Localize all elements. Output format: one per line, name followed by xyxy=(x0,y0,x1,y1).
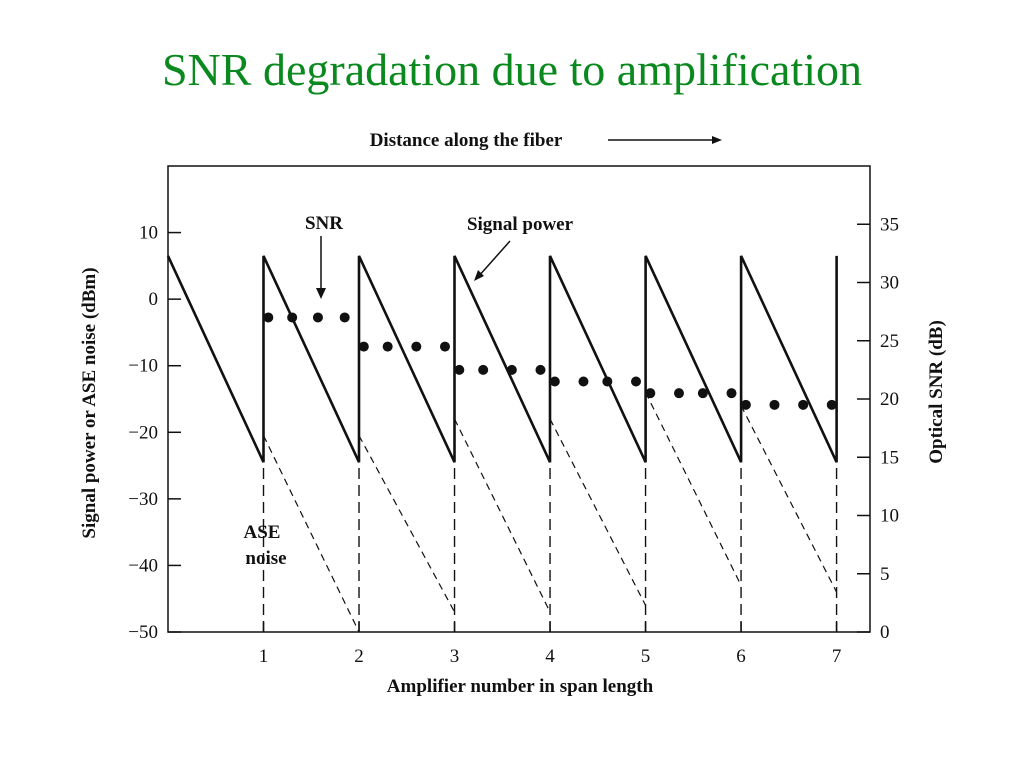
snr-point xyxy=(726,388,737,399)
x-axis-title: Amplifier number in span length xyxy=(387,676,654,697)
snr-point xyxy=(740,399,751,410)
snr-point xyxy=(382,341,393,352)
x-tick-label: 5 xyxy=(641,646,651,667)
right-axis-ticks: 35 30 25 20 15 10 5 0 xyxy=(857,214,899,643)
ase-noise-segment xyxy=(358,435,456,613)
snr-point xyxy=(798,399,809,410)
signal-power-line xyxy=(166,255,838,463)
snr-point xyxy=(411,341,422,352)
snr-point xyxy=(769,399,780,410)
snr-point xyxy=(454,364,465,375)
x-tick-label: 6 xyxy=(736,646,746,667)
left-axis-title: Signal power or ASE noise (dBm) xyxy=(79,267,100,538)
right-axis-title: Optical SNR (dB) xyxy=(926,320,947,464)
snr-point xyxy=(358,341,369,352)
snr-point xyxy=(339,312,350,323)
left-tick-label: −20 xyxy=(128,422,158,443)
right-tick-label: 30 xyxy=(880,273,899,294)
snr-point xyxy=(535,364,546,375)
snr-point xyxy=(287,312,298,323)
right-tick-label: 15 xyxy=(880,447,899,468)
snr-point xyxy=(602,376,613,387)
signal-power-annotation: Signal power xyxy=(467,214,574,235)
x-tick-label: 7 xyxy=(832,646,842,667)
right-tick-label: 35 xyxy=(880,214,899,235)
ase-noise-segment xyxy=(262,435,360,633)
x-tick-label: 4 xyxy=(545,646,555,667)
signal-power-arrow xyxy=(474,240,511,281)
right-tick-label: 25 xyxy=(880,331,899,352)
right-tick-label: 0 xyxy=(880,622,890,643)
left-tick-label: 10 xyxy=(139,223,158,244)
snr-point xyxy=(673,388,684,399)
snr-point xyxy=(312,312,323,323)
snr-point xyxy=(506,364,517,375)
left-tick-label: −30 xyxy=(128,489,158,510)
left-tick-label: −50 xyxy=(128,622,158,643)
right-tick-label: 5 xyxy=(880,564,890,585)
left-tick-label: −10 xyxy=(128,356,158,377)
snr-annotation: SNR xyxy=(305,213,343,234)
x-tick-label: 2 xyxy=(354,646,364,667)
snr-point xyxy=(826,399,837,410)
snr-point xyxy=(578,376,589,387)
snr-point xyxy=(263,312,274,323)
snr-point xyxy=(549,376,560,387)
distance-label: Distance along the fiber xyxy=(370,130,563,151)
snr-point xyxy=(439,341,450,352)
right-tick-label: 10 xyxy=(880,506,899,527)
x-tick-label: 3 xyxy=(450,646,460,667)
ase-noise-segment xyxy=(453,418,551,613)
slide-title: SNR degradation due to amplification xyxy=(161,44,863,95)
ase-noise-segment xyxy=(549,418,647,606)
ase-noise-segment xyxy=(645,392,742,586)
left-tick-label: 0 xyxy=(149,289,159,310)
snr-arrow xyxy=(316,236,326,299)
left-axis-ticks: 10 0 −10 −20 −30 −40 −50 xyxy=(128,223,181,643)
series-layer xyxy=(166,255,838,633)
ase-noise-segment xyxy=(740,405,838,593)
snr-point xyxy=(645,388,656,399)
distance-arrow xyxy=(608,136,722,144)
ase-annotation-line1: ASE xyxy=(244,522,281,543)
right-tick-label: 20 xyxy=(880,389,899,410)
left-tick-label: −40 xyxy=(128,555,158,576)
snr-point xyxy=(478,364,489,375)
snr-point xyxy=(631,376,641,387)
snr-point xyxy=(697,388,708,399)
x-tick-label: 1 xyxy=(259,646,269,667)
ase-annotation-line2: noise xyxy=(245,548,286,569)
